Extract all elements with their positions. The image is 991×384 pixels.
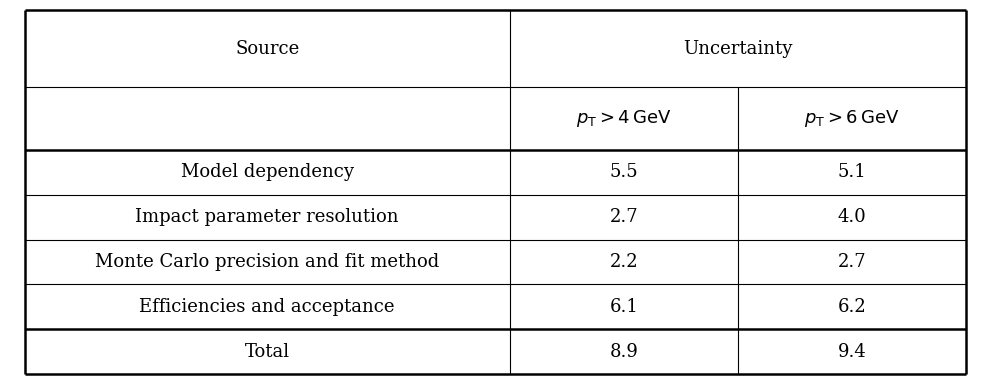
Text: 2.2: 2.2: [609, 253, 638, 271]
Text: Efficiencies and acceptance: Efficiencies and acceptance: [140, 298, 395, 316]
Text: 6.2: 6.2: [837, 298, 866, 316]
Text: 5.1: 5.1: [837, 163, 866, 181]
Text: Uncertainty: Uncertainty: [683, 40, 793, 58]
Text: 2.7: 2.7: [837, 253, 866, 271]
Text: 4.0: 4.0: [837, 208, 866, 226]
Text: Monte Carlo precision and fit method: Monte Carlo precision and fit method: [95, 253, 439, 271]
Text: 5.5: 5.5: [609, 163, 638, 181]
Text: $p_{\mathrm{T}} > 4\,\mathrm{GeV}$: $p_{\mathrm{T}} > 4\,\mathrm{GeV}$: [576, 108, 672, 129]
Text: 8.9: 8.9: [609, 343, 638, 361]
Text: 6.1: 6.1: [609, 298, 638, 316]
Text: $p_{\mathrm{T}} > 6\,\mathrm{GeV}$: $p_{\mathrm{T}} > 6\,\mathrm{GeV}$: [805, 108, 900, 129]
Text: Impact parameter resolution: Impact parameter resolution: [136, 208, 399, 226]
Text: Total: Total: [245, 343, 289, 361]
Text: 9.4: 9.4: [837, 343, 866, 361]
Text: 2.7: 2.7: [609, 208, 638, 226]
Text: Model dependency: Model dependency: [180, 163, 354, 181]
Text: Source: Source: [235, 40, 299, 58]
